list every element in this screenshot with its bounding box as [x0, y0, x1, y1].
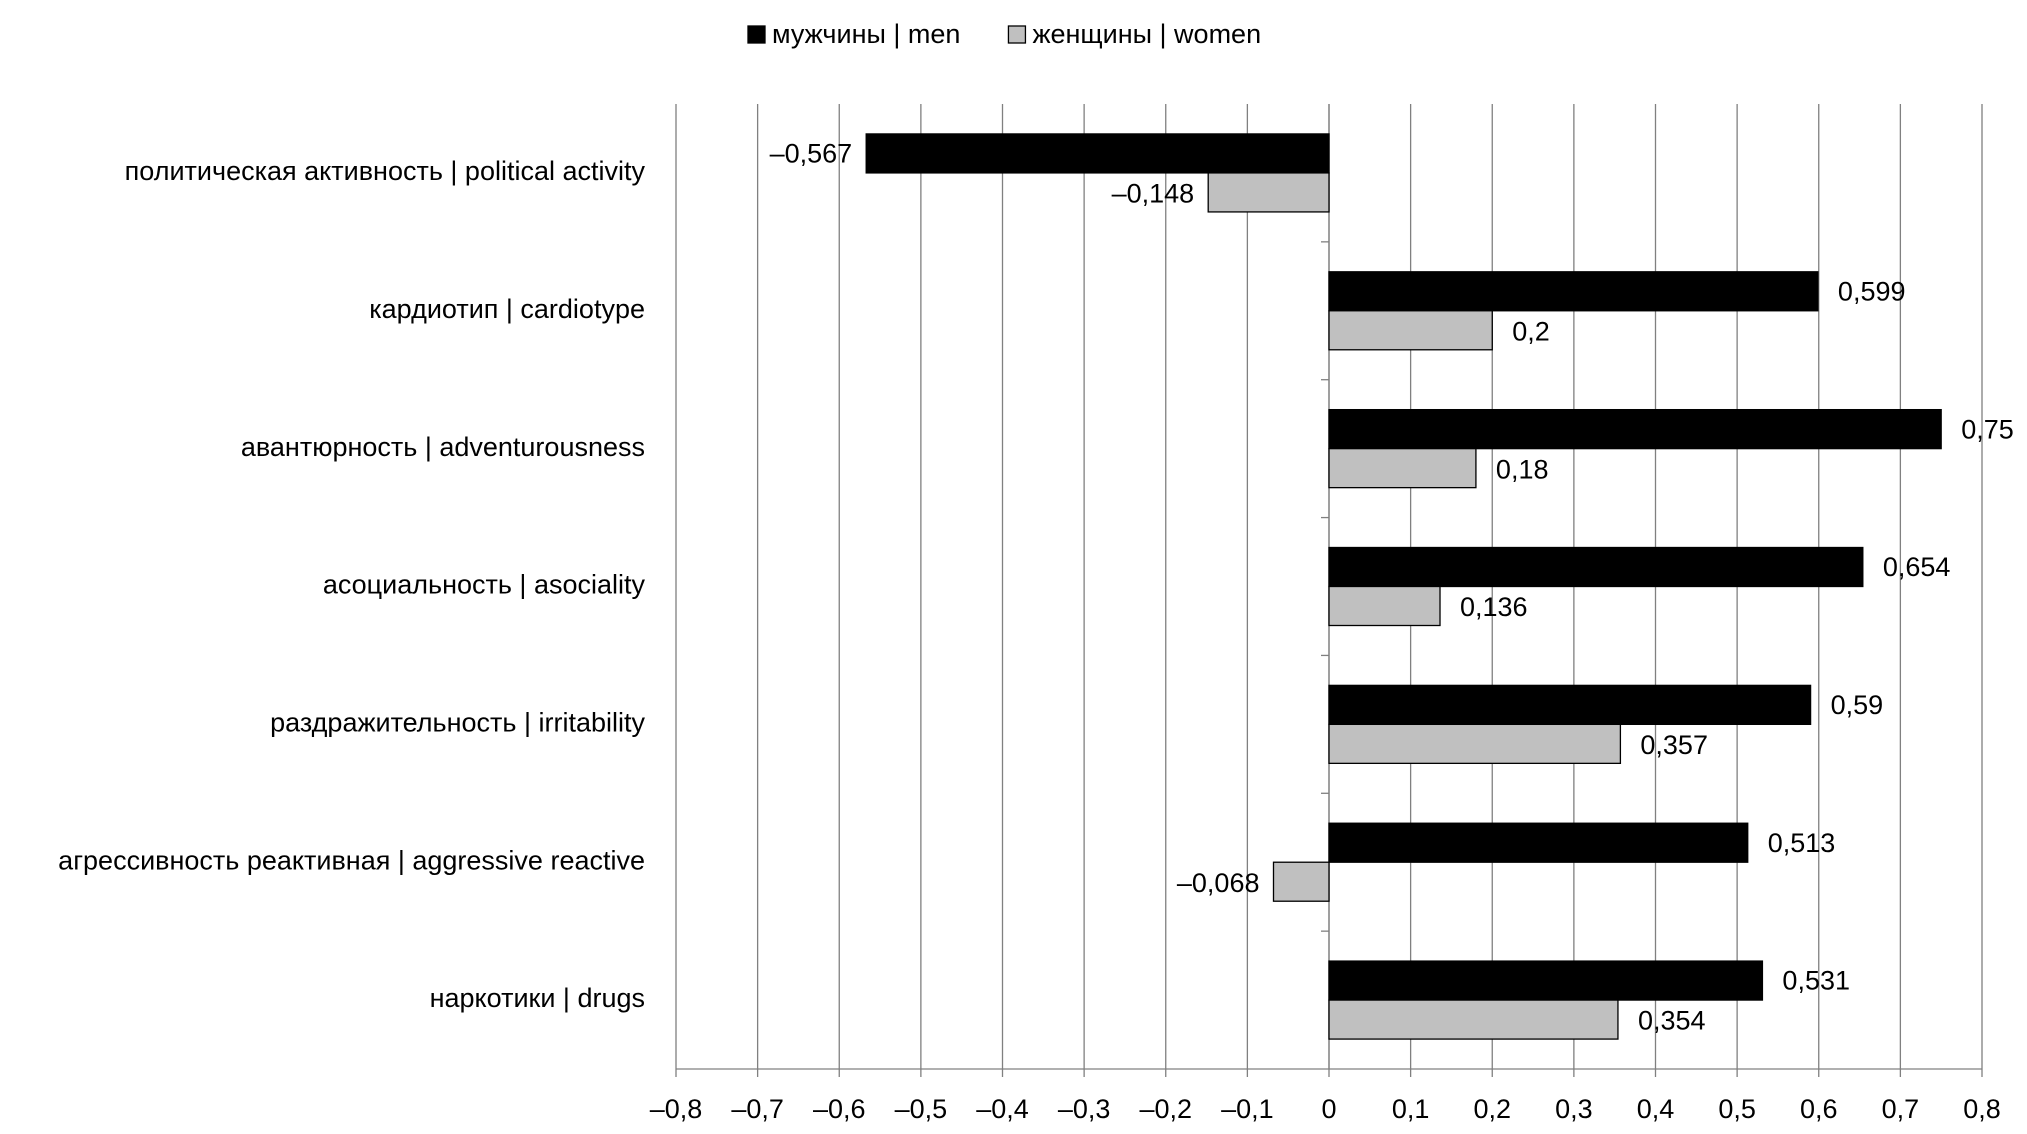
x-tick-label: 0,3 [1555, 1094, 1593, 1124]
value-label: –0,567 [770, 139, 853, 169]
value-label: 0,513 [1768, 828, 1836, 858]
x-tick-label: 0,5 [1718, 1094, 1756, 1124]
x-tick-label: –0,3 [1058, 1094, 1111, 1124]
bar [865, 133, 1330, 174]
value-label: 0,599 [1838, 276, 1906, 306]
x-tick-label: –0,8 [650, 1094, 703, 1124]
legend-swatch [747, 25, 766, 44]
x-tick-label: 0,6 [1800, 1094, 1838, 1124]
value-label: 0,354 [1638, 1006, 1706, 1036]
category-label: агрессивность реактивная | aggressive re… [58, 845, 645, 875]
x-tick-label: –0,1 [1221, 1094, 1274, 1124]
bar [1328, 408, 1942, 450]
x-tick-label: –0,2 [1139, 1094, 1192, 1124]
bar [1328, 585, 1441, 627]
category-label: кардиотип | cardiotype [369, 294, 645, 324]
bar [1328, 310, 1493, 351]
value-label: 0,136 [1460, 592, 1528, 622]
x-tick-label: 0,7 [1882, 1094, 1920, 1124]
x-tick-label: 0,8 [1963, 1094, 2001, 1124]
bar [1328, 546, 1864, 588]
value-label: –0,148 [1112, 179, 1195, 209]
value-label: 0,18 [1496, 454, 1549, 484]
category-label: политическая активность | political acti… [125, 156, 646, 186]
legend-label: мужчины | men [772, 19, 960, 49]
value-label: 0,654 [1883, 552, 1951, 582]
bar [1328, 960, 1764, 1001]
bar [1328, 447, 1477, 489]
x-tick-label: 0 [1321, 1094, 1336, 1124]
value-label: –0,068 [1177, 868, 1260, 898]
x-tick-label: –0,7 [731, 1094, 784, 1124]
bar [1328, 684, 1812, 726]
value-label: 0,531 [1782, 966, 1850, 996]
category-label: авантюрность | adventurousness [241, 432, 645, 462]
value-label: 0,75 [1961, 414, 2014, 444]
x-tick-label: –0,5 [895, 1094, 948, 1124]
bar [1207, 172, 1330, 213]
legend-label: женщины | women [1032, 19, 1261, 49]
x-tick-label: –0,6 [813, 1094, 866, 1124]
x-tick-label: 0,2 [1473, 1094, 1511, 1124]
bar [1328, 999, 1619, 1040]
category-label: асоциальность | asociality [323, 570, 646, 600]
category-label: раздражительность | irritability [270, 707, 645, 737]
bar [1328, 271, 1819, 312]
bar [1328, 723, 1622, 765]
x-tick-label: –0,4 [976, 1094, 1029, 1124]
category-label: наркотики | drugs [430, 983, 645, 1013]
value-label: 0,357 [1640, 730, 1708, 760]
x-tick-label: 0,1 [1392, 1094, 1430, 1124]
legend-swatch [1007, 25, 1027, 44]
bar [1328, 822, 1749, 863]
x-tick-label: 0,4 [1637, 1094, 1675, 1124]
bar [1272, 861, 1330, 902]
value-label: 0,59 [1831, 690, 1884, 720]
value-label: 0,2 [1512, 316, 1550, 346]
